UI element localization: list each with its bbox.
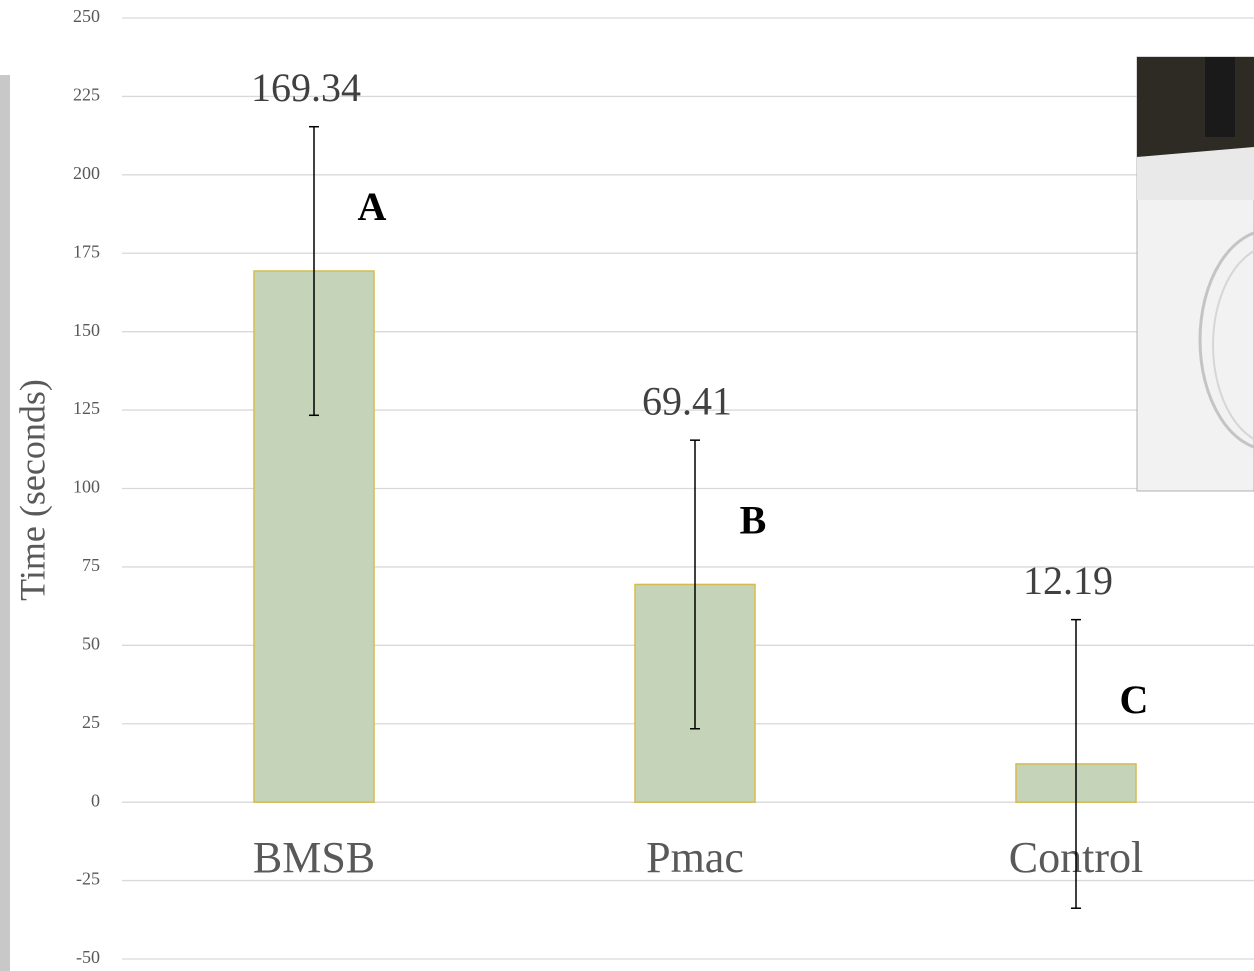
y-tick-label: -25 — [76, 869, 100, 889]
y-tick-label: 0 — [91, 790, 100, 810]
y-tick-label: 75 — [82, 555, 100, 575]
plot-area: -50 -25 0 25 50 75 100 125 150 175 200 225 250 BMSB 16… — [73, 6, 1254, 967]
y-tick-label: 125 — [73, 398, 100, 418]
x-tick-label: BMSB — [253, 833, 375, 882]
group-letter: B — [740, 497, 767, 542]
y-tick-label: -50 — [76, 947, 100, 967]
value-label: 12.19 — [1023, 558, 1113, 603]
y-axis-label: Time (seconds) — [12, 379, 52, 601]
value-label: 69.41 — [642, 378, 732, 423]
y-tick-label: 25 — [82, 712, 100, 732]
page: -50 -25 0 25 50 75 100 125 150 175 200 225 250 BMSB 16… — [0, 0, 1254, 971]
x-tick-label: Pmac — [646, 833, 744, 882]
y-tick-label: 100 — [73, 477, 100, 497]
group-letter: A — [358, 184, 387, 229]
y-tick-label: 175 — [73, 241, 100, 261]
y-tick-label: 250 — [73, 6, 100, 26]
group-letter: C — [1120, 677, 1149, 722]
y-tick-label: 50 — [82, 633, 100, 653]
side-strip — [0, 75, 10, 971]
y-tick-label: 150 — [73, 320, 100, 340]
value-label: 169.34 — [251, 65, 361, 110]
y-tick-label: 225 — [73, 85, 100, 105]
chart: -50 -25 0 25 50 75 100 125 150 175 200 225 250 BMSB 16… — [0, 0, 1254, 971]
y-tick-label: 200 — [73, 163, 100, 183]
inset-photo — [1137, 57, 1254, 491]
